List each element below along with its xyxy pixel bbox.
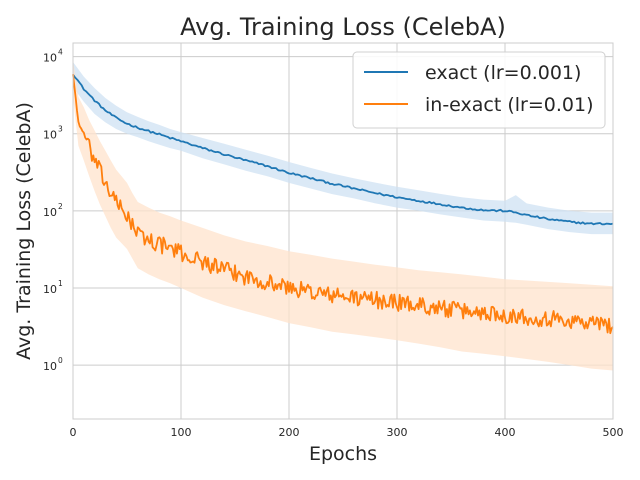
confidence-bands xyxy=(73,60,613,371)
chart-title: Avg. Training Loss (CelebA) xyxy=(180,13,506,41)
band-series-0 xyxy=(73,62,613,235)
legend-box xyxy=(352,51,606,129)
y-tick-label: 10 4 xyxy=(43,48,63,65)
y-tick-exponent: 1 xyxy=(58,279,63,288)
y-tick-base: 10 xyxy=(43,206,57,219)
line-series-1 xyxy=(72,74,614,335)
y-axis-label: Avg. Training Loss (CelebA) xyxy=(13,102,35,360)
x-axis-label: Epochs xyxy=(309,443,377,465)
legend-label-exact: exact (lr=0.001) xyxy=(425,62,581,84)
line-series-0 xyxy=(72,74,614,226)
plot-frame xyxy=(72,42,614,420)
y-tick-exponent: 4 xyxy=(58,48,63,57)
y-tick-base: 10 xyxy=(43,52,57,65)
y-tick-base: 10 xyxy=(43,283,57,296)
y-tick-base: 10 xyxy=(43,360,57,373)
x-tick-label: 0 xyxy=(70,426,77,439)
y-tick-exponent: 2 xyxy=(58,202,63,211)
legend-label-inexact: in-exact (lr=0.01) xyxy=(425,94,594,116)
y-tick-base: 10 xyxy=(43,129,57,142)
y-tick-label: 10 3 xyxy=(43,125,63,142)
x-tick-label: 400 xyxy=(495,426,516,439)
y-tick-exponent: 0 xyxy=(58,356,63,365)
y-tick-exponent: 3 xyxy=(58,125,63,134)
x-tick-label: 500 xyxy=(603,426,624,439)
x-tick-label: 200 xyxy=(279,426,300,439)
x-tick-label: 300 xyxy=(387,426,408,439)
y-tick-label: 10 1 xyxy=(43,279,63,296)
y-tick-label: 10 0 xyxy=(43,356,63,373)
y-tick-label: 10 2 xyxy=(43,202,63,219)
x-tick-label: 100 xyxy=(171,426,192,439)
legend: exact (lr=0.001) in-exact (lr=0.01) xyxy=(352,51,606,129)
band-series-1 xyxy=(73,60,613,371)
series-lines xyxy=(72,74,614,335)
